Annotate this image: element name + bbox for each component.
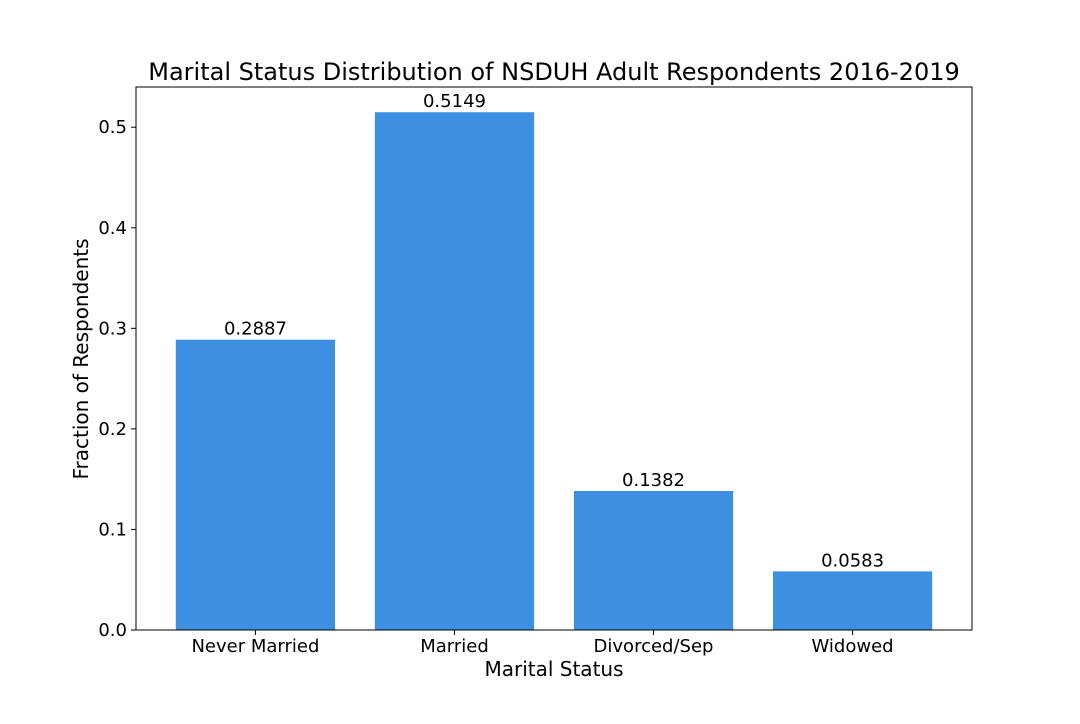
bar-married <box>374 112 535 631</box>
bar-value-label: 0.5149 <box>423 91 486 112</box>
bar-widowed <box>772 571 933 630</box>
y-tick-label: 0.0 <box>98 620 127 641</box>
bars-layer: 0.2887 0.5149 0.1382 0.0583 <box>175 91 933 631</box>
y-tick-label: 0.5 <box>98 117 127 138</box>
y-tick-label: 0.2 <box>98 419 127 440</box>
ticks-layer: Never Married Married Divorced/Sep Widowed 0… <box>98 117 893 657</box>
bar-value-label: 0.1382 <box>622 470 685 491</box>
plot-frame <box>135 86 973 631</box>
y-tick-label: 0.4 <box>98 218 127 239</box>
chart-title: Marital Status Distribution of NSDUH Adu… <box>148 58 960 86</box>
x-tick-label: Married <box>420 636 489 657</box>
x-tick-label: Divorced/Sep <box>594 636 714 657</box>
bar-divorced-sep <box>573 491 734 630</box>
x-tick-label: Widowed <box>812 636 894 657</box>
x-axis-label: Marital Status <box>484 657 623 681</box>
y-axis-label: Fraction of Respondents <box>69 238 93 479</box>
y-tick-label: 0.3 <box>98 318 127 339</box>
bar-never-married <box>175 339 336 630</box>
bar-value-label: 0.0583 <box>821 550 884 571</box>
x-tick-label: Never Married <box>191 636 319 657</box>
bar-value-label: 0.2887 <box>224 319 287 340</box>
y-tick-label: 0.1 <box>98 519 127 540</box>
